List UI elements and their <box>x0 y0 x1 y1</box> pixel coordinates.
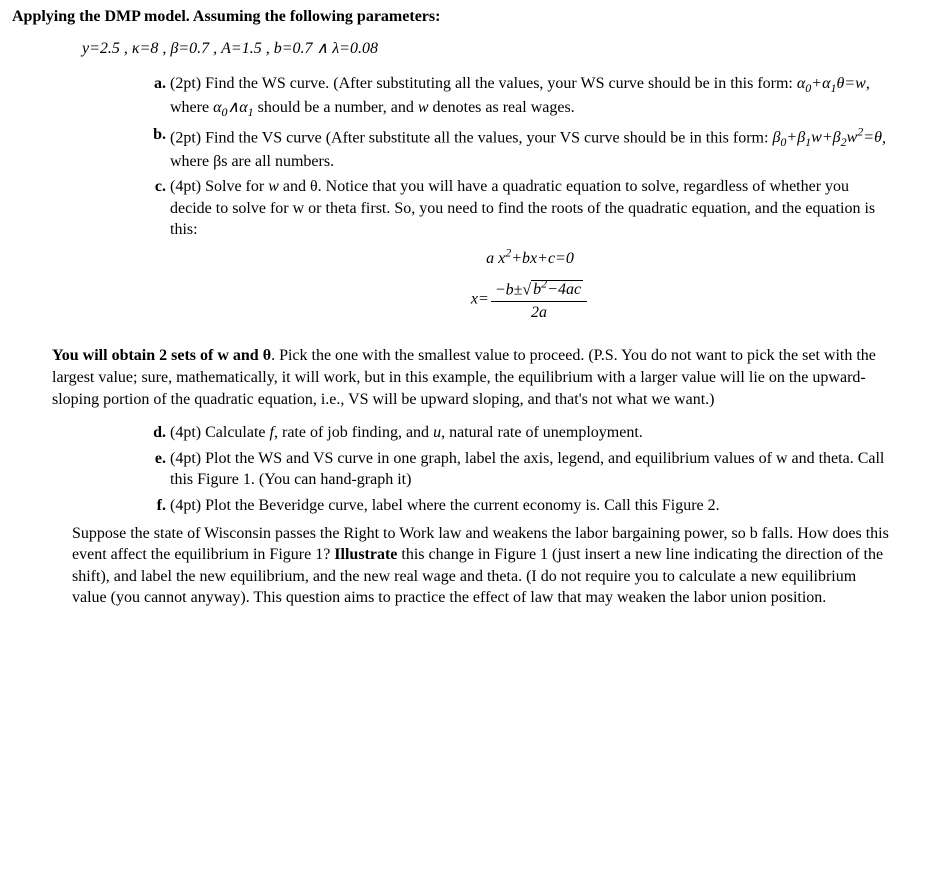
eq1a: a x <box>486 250 505 267</box>
item-b: b. (2pt) Find the VS curve (After substi… <box>142 124 890 172</box>
item-b-pts: (2pt) <box>170 129 205 146</box>
var-u: u <box>433 424 441 441</box>
eq1rest: +bx+c=0 <box>511 250 574 267</box>
item-b-marker: b. <box>142 124 166 146</box>
eqtheta: =θ <box>863 129 882 146</box>
alpha0b: α <box>213 99 221 116</box>
mid-paragraph: You will obtain 2 sets of w and θ. Pick … <box>52 345 890 410</box>
item-d-body: (4pt) Calculate f, rate of job finding, … <box>170 424 643 441</box>
vs-formula: β0+β1w+β2w2=θ <box>772 129 882 146</box>
eqw: =w <box>844 75 865 92</box>
quad-eq-line2: x= −b±√b2−4ac 2a <box>170 276 890 324</box>
beta1: β <box>797 129 805 146</box>
final-bold: Illustrate <box>334 546 397 563</box>
question-list: a. (2pt) Find the WS curve. (After subst… <box>142 73 890 323</box>
eq2-num: −b±√b2−4ac <box>491 276 587 302</box>
item-d-pts: (4pt) <box>170 424 205 441</box>
item-d-marker: d. <box>142 422 166 444</box>
eq2-sqrt: b2−4ac <box>531 280 583 298</box>
eq2-rest: −4ac <box>547 281 581 298</box>
ws-formula: α0+α1θ=w <box>797 75 866 92</box>
item-e: e. (4pt) Plot the WS and VS curve in one… <box>142 448 890 491</box>
var-w-c: w <box>268 178 279 195</box>
wedge: ∧ <box>228 99 240 116</box>
w1: w <box>811 129 822 146</box>
item-c-text1: Solve for <box>205 178 268 195</box>
mid-bold: You will obtain 2 sets of w and θ <box>52 347 271 364</box>
item-c-pts: (4pt) <box>170 178 205 195</box>
plus3: + <box>822 129 833 146</box>
plus1: + <box>811 75 822 92</box>
w2: w <box>847 129 858 146</box>
item-a-text4: denotes as real wages. <box>429 99 575 116</box>
beta2: β <box>833 129 841 146</box>
item-f-text: Plot the Beveridge curve, label where th… <box>205 497 720 514</box>
plus2: + <box>786 129 797 146</box>
parameters: y=2.5 , κ=8 , β=0.7 , A=1.5 , b=0.7 ∧ λ=… <box>82 38 930 60</box>
item-a-text3: should be a number, and <box>254 99 418 116</box>
item-e-marker: e. <box>142 448 166 470</box>
item-d-text3: , natural rate of unemployment. <box>441 424 643 441</box>
item-c: c. (4pt) Solve for w and θ. Notice that … <box>142 176 890 323</box>
quad-eq-line1: a x2+bx+c=0 <box>170 245 890 270</box>
eq2-lhs: x= <box>471 290 489 307</box>
item-a-pts: (2pt) <box>170 75 205 92</box>
item-a-text1: Find the WS curve. (After substituting a… <box>205 75 797 92</box>
item-c-marker: c. <box>142 176 166 198</box>
item-d: d. (4pt) Calculate f, rate of job findin… <box>142 422 890 444</box>
item-e-text: Plot the WS and VS curve in one graph, l… <box>170 450 884 489</box>
eq2-sqrtsym: √ <box>522 281 531 298</box>
item-f-marker: f. <box>142 495 166 517</box>
eq2-frac: −b±√b2−4ac 2a <box>491 276 587 324</box>
var-w-a: w <box>418 99 429 116</box>
item-a: a. (2pt) Find the WS curve. (After subst… <box>142 73 890 120</box>
item-e-pts: (4pt) <box>170 450 205 467</box>
heading: Applying the DMP model. Assuming the fol… <box>12 6 930 28</box>
item-f: f. (4pt) Plot the Beveridge curve, label… <box>142 495 890 517</box>
item-a-marker: a. <box>142 73 166 95</box>
alpha1b: α <box>239 99 247 116</box>
item-e-body: (4pt) Plot the WS and VS curve in one gr… <box>170 450 884 489</box>
item-f-pts: (4pt) <box>170 497 205 514</box>
item-d-text1: Calculate <box>205 424 269 441</box>
eq2-b: b <box>533 281 541 298</box>
item-c-body: (4pt) Solve for w and θ. Notice that you… <box>170 178 875 238</box>
eq2-numleft: −b± <box>495 281 523 298</box>
question-list-2: d. (4pt) Calculate f, rate of job findin… <box>142 422 890 516</box>
item-b-text1: Find the VS curve (After substitute all … <box>205 129 772 146</box>
item-b-body: (2pt) Find the VS curve (After substitut… <box>170 129 886 169</box>
final-paragraph: Suppose the state of Wisconsin passes th… <box>72 523 890 609</box>
eq2-den: 2a <box>491 302 587 324</box>
item-f-body: (4pt) Plot the Beveridge curve, label wh… <box>170 497 720 514</box>
item-a-body: (2pt) Find the WS curve. (After substitu… <box>170 75 870 115</box>
alpha-pair: α0∧α1 <box>213 99 254 116</box>
item-d-text2: , rate of job finding, and <box>274 424 433 441</box>
